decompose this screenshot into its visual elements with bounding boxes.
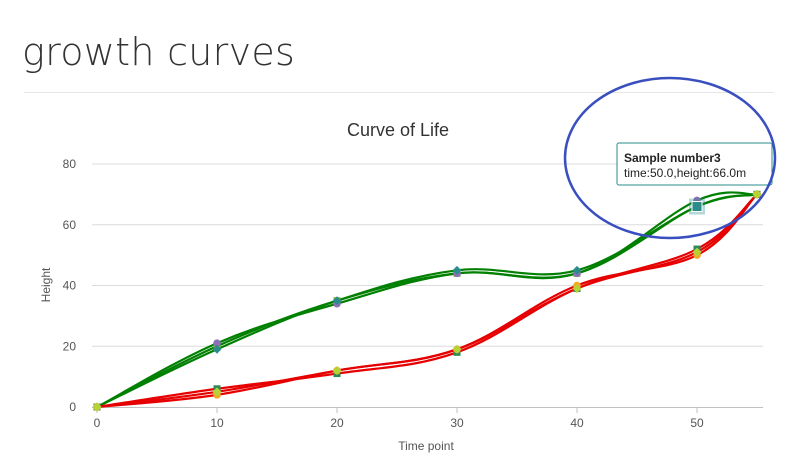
series-markers xyxy=(92,189,762,412)
axes: 0 20 40 60 80 0 10 20 30 40 50 xyxy=(63,157,763,430)
data-point[interactable] xyxy=(92,402,102,412)
x-tick-label: 20 xyxy=(330,416,344,430)
title-divider xyxy=(24,92,774,93)
y-tick-label: 40 xyxy=(63,279,77,293)
tooltip-box xyxy=(616,142,773,186)
page-title: growth curves xyxy=(22,30,296,74)
y-tick-label: 80 xyxy=(63,157,77,171)
highlight-circle xyxy=(563,76,777,240)
tooltip-title: Sample number3 xyxy=(624,151,721,165)
tooltip: Sample number3 time:50.0,height:66.0m xyxy=(563,76,777,240)
x-axis-title: Time point xyxy=(398,439,454,453)
data-point[interactable] xyxy=(212,344,222,354)
data-point[interactable] xyxy=(452,344,462,354)
x-tick-label: 0 xyxy=(94,416,101,430)
hovered-data-point[interactable] xyxy=(691,201,703,213)
data-point[interactable] xyxy=(692,247,702,257)
data-point[interactable] xyxy=(572,265,582,275)
x-tick-label: 10 xyxy=(210,416,224,430)
y-tick-label: 0 xyxy=(69,400,76,414)
data-point[interactable] xyxy=(572,284,582,294)
grid-lines xyxy=(92,163,763,347)
data-point[interactable] xyxy=(212,387,222,397)
x-tick-label: 30 xyxy=(450,416,464,430)
data-point[interactable] xyxy=(213,339,221,348)
x-tick-label: 50 xyxy=(690,416,704,430)
chart-title: Curve of Life xyxy=(347,120,449,140)
y-axis-title: Height xyxy=(39,267,53,302)
y-tick-label: 60 xyxy=(63,218,77,232)
y-tick-label: 20 xyxy=(63,339,77,353)
tooltip-body: time:50.0,height:66.0m xyxy=(624,166,746,180)
data-point[interactable] xyxy=(332,296,342,306)
data-point[interactable] xyxy=(452,265,462,275)
data-point[interactable] xyxy=(752,189,762,199)
hover-halo xyxy=(689,198,705,215)
x-tick-label: 40 xyxy=(570,416,584,430)
data-point[interactable] xyxy=(332,366,342,376)
